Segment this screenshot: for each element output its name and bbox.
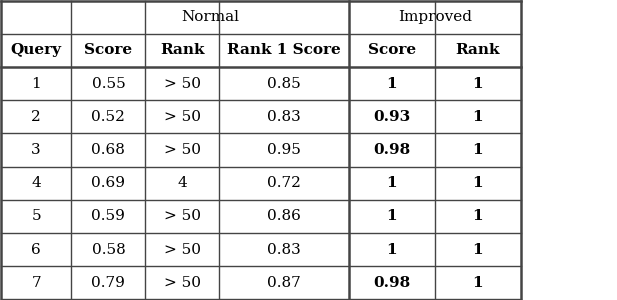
Text: 0.83: 0.83 [267, 110, 300, 124]
Text: 0.85: 0.85 [267, 76, 300, 91]
Text: > 50: > 50 [164, 209, 201, 224]
Text: 0.68: 0.68 [91, 143, 125, 157]
Text: > 50: > 50 [164, 276, 201, 290]
Text: 1: 1 [386, 76, 397, 91]
Text: 3: 3 [31, 143, 41, 157]
Text: Query: Query [10, 44, 62, 58]
Text: Rank: Rank [160, 44, 205, 58]
Text: 5: 5 [31, 209, 41, 224]
Text: 1: 1 [386, 176, 397, 190]
Text: 1: 1 [473, 110, 483, 124]
Text: 0.72: 0.72 [267, 176, 301, 190]
Text: > 50: > 50 [164, 76, 201, 91]
Text: > 50: > 50 [164, 143, 201, 157]
Text: 0.83: 0.83 [267, 242, 300, 256]
Text: 1: 1 [473, 276, 483, 290]
Text: > 50: > 50 [164, 242, 201, 256]
Text: 0.98: 0.98 [373, 276, 410, 290]
Text: 1: 1 [386, 209, 397, 224]
Text: > 50: > 50 [164, 110, 201, 124]
Text: 4: 4 [178, 176, 187, 190]
Text: Score: Score [368, 44, 416, 58]
Text: 0.95: 0.95 [267, 143, 301, 157]
Text: 0.69: 0.69 [91, 176, 125, 190]
Text: 1: 1 [473, 176, 483, 190]
Text: Improved: Improved [398, 10, 472, 24]
Text: 0.87: 0.87 [267, 276, 300, 290]
Text: 1: 1 [473, 143, 483, 157]
Text: 7: 7 [31, 276, 41, 290]
Text: Score: Score [85, 44, 133, 58]
Text: 4: 4 [31, 176, 41, 190]
Text: 6: 6 [31, 242, 41, 256]
Text: 0.86: 0.86 [267, 209, 301, 224]
Text: Rank: Rank [455, 44, 500, 58]
Text: 2: 2 [31, 110, 41, 124]
Text: 0.55: 0.55 [91, 76, 125, 91]
Text: 1: 1 [473, 242, 483, 256]
Text: 0.52: 0.52 [91, 110, 125, 124]
Text: 0.58: 0.58 [91, 242, 125, 256]
Text: 0.79: 0.79 [91, 276, 125, 290]
Text: 1: 1 [473, 209, 483, 224]
Text: Normal: Normal [181, 10, 239, 24]
Text: 1: 1 [473, 76, 483, 91]
Text: 0.59: 0.59 [91, 209, 125, 224]
Text: 0.93: 0.93 [373, 110, 410, 124]
Text: 1: 1 [31, 76, 41, 91]
Text: 0.98: 0.98 [373, 143, 410, 157]
Text: 1: 1 [386, 242, 397, 256]
Text: Rank 1 Score: Rank 1 Score [227, 44, 341, 58]
